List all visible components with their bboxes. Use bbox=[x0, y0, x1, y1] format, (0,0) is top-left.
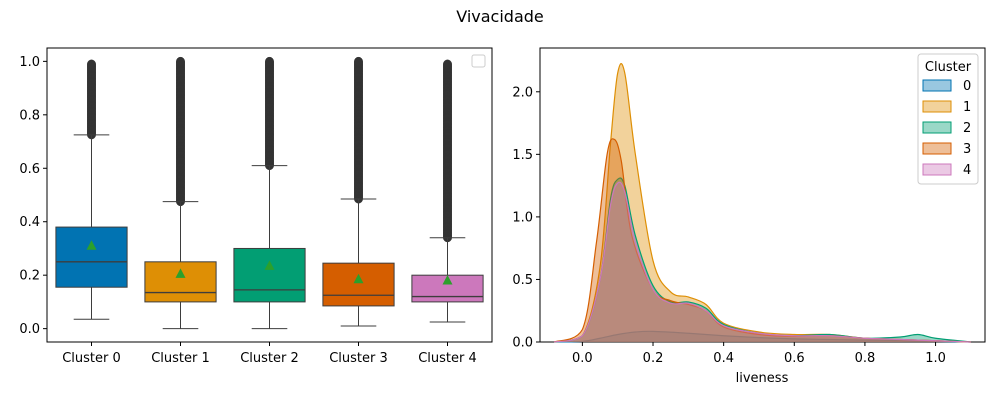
mean-marker bbox=[442, 275, 453, 285]
kde-area-4 bbox=[554, 182, 971, 342]
iqr-box bbox=[322, 262, 395, 307]
y-tick-label: 1.5 bbox=[512, 148, 533, 163]
legend-swatch-4 bbox=[922, 163, 952, 176]
kde-plot-area bbox=[539, 47, 986, 343]
y-tick-label: 0.6 bbox=[19, 162, 40, 177]
y-tick-label: 0.2 bbox=[19, 269, 40, 284]
boxplot-panel: 0.0 0.2 0.4 0.6 0.8 1.0 Cluster 0 Cluster 1 Clus… bbox=[19, 47, 493, 366]
box-3 bbox=[322, 56, 395, 327]
x-tick-label: 0.4 bbox=[713, 351, 734, 366]
mean-marker bbox=[86, 240, 97, 250]
kde-area-2 bbox=[554, 177, 971, 342]
y-tick-label: 0.5 bbox=[512, 273, 533, 288]
kde-line-4 bbox=[553, 181, 971, 343]
mean-marker bbox=[353, 273, 364, 284]
outlier-point bbox=[87, 59, 96, 69]
legend-swatch-3 bbox=[922, 142, 952, 155]
iqr-box bbox=[144, 261, 217, 303]
y-tick-label: 0.0 bbox=[512, 336, 533, 351]
x-tick-label: Cluster 3 bbox=[329, 351, 388, 366]
legend-swatch-2 bbox=[922, 121, 952, 134]
x-tick-label: 0.8 bbox=[855, 351, 876, 366]
box-2 bbox=[233, 56, 306, 330]
iqr-box bbox=[55, 226, 128, 288]
legend-swatch-0 bbox=[922, 79, 952, 92]
legend-label-4: 4 bbox=[963, 163, 971, 178]
kde-line-0 bbox=[554, 330, 971, 343]
legend-swatch-1 bbox=[922, 100, 952, 113]
iqr-box bbox=[233, 247, 306, 303]
outlier-point bbox=[354, 56, 363, 66]
y-tick-label: 1.0 bbox=[512, 210, 533, 225]
legend-label-0: 0 bbox=[963, 79, 971, 94]
figure-title: Vivacidade bbox=[456, 7, 544, 26]
legend-frame bbox=[917, 53, 979, 185]
x-tick-label: 0.0 bbox=[572, 351, 593, 366]
mean-marker bbox=[264, 260, 275, 270]
mean-marker bbox=[175, 268, 186, 278]
x-tick-label: Cluster 0 bbox=[62, 351, 121, 366]
outlier-point bbox=[176, 56, 185, 66]
kde-panel: liveness 0.0 0.2 0.4 0.6 0.8 1.0 0.0 0.5 1.0 1.5 2… bbox=[512, 47, 986, 386]
x-tick-label: Cluster 2 bbox=[240, 351, 299, 366]
legend-title: Cluster bbox=[925, 60, 972, 75]
x-tick-label: Cluster 4 bbox=[418, 351, 477, 366]
x-tick-label: Cluster 1 bbox=[151, 351, 210, 366]
kde-area-0 bbox=[554, 331, 971, 342]
legend-label-2: 2 bbox=[963, 121, 971, 136]
outlier-point bbox=[265, 56, 274, 66]
box-4 bbox=[411, 59, 484, 323]
y-tick-label: 2.0 bbox=[512, 85, 533, 100]
empty-legend bbox=[471, 54, 486, 68]
y-tick-label: 1.0 bbox=[19, 55, 40, 70]
x-tick-label: 0.6 bbox=[784, 351, 805, 366]
legend-label-3: 3 bbox=[963, 142, 971, 157]
kde-line-2 bbox=[553, 177, 971, 343]
x-tick-label: 0.2 bbox=[643, 351, 664, 366]
outlier-point bbox=[443, 59, 452, 69]
box-1 bbox=[144, 56, 217, 330]
legend-label-1: 1 bbox=[963, 100, 971, 115]
y-tick-label: 0.0 bbox=[19, 322, 40, 337]
x-tick-label: 1.0 bbox=[925, 351, 946, 366]
kde-legend: Cluster 0 1 2 3 4 bbox=[917, 53, 979, 185]
kde-area-1 bbox=[554, 63, 971, 342]
kde-area-3 bbox=[554, 138, 971, 342]
y-tick-label: 0.4 bbox=[19, 215, 40, 230]
y-tick-label: 0.8 bbox=[19, 108, 40, 123]
box-0 bbox=[55, 59, 128, 320]
kde-x-axis-label: liveness bbox=[736, 371, 789, 386]
